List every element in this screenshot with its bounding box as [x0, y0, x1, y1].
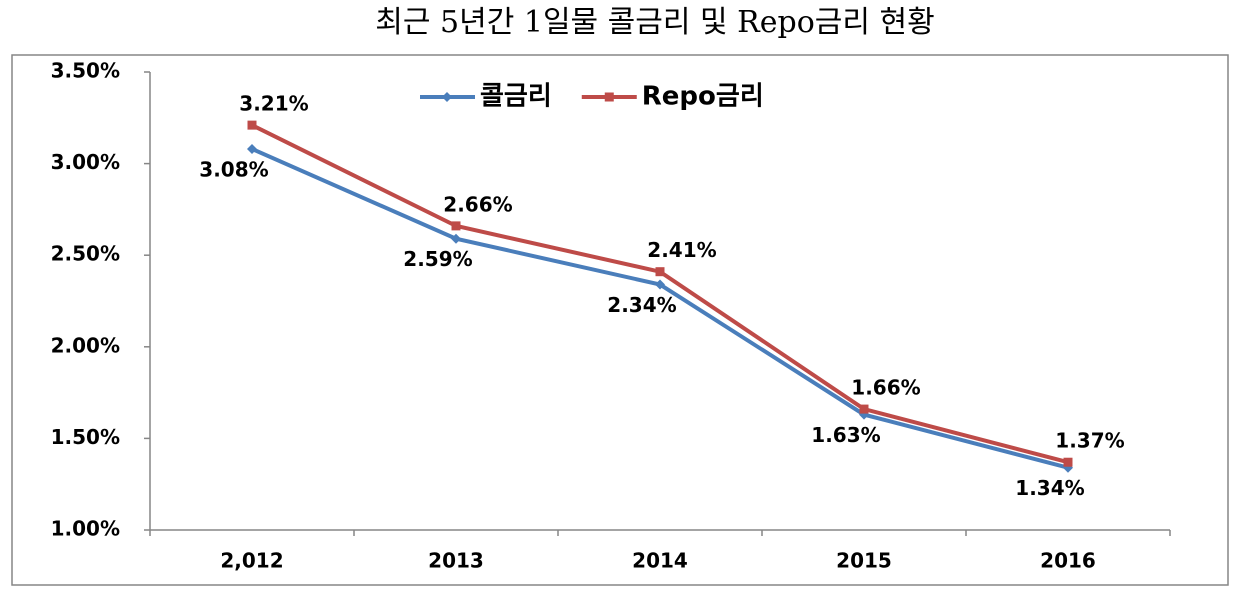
y-tick-label: 2.00% [51, 333, 120, 357]
legend-marker [604, 92, 614, 102]
x-tick-label: 2015 [836, 549, 892, 573]
x-tick-label: 2,012 [220, 549, 283, 573]
data-label: 1.37% [1055, 429, 1124, 453]
x-tick-label: 2016 [1040, 549, 1096, 573]
data-label: 3.21% [239, 92, 308, 116]
y-tick-label: 1.50% [51, 425, 120, 449]
data-label: 1.66% [851, 376, 920, 400]
chart-border [11, 54, 1229, 586]
chart-title: 최근 5년간 1일물 콜금리 및 Repo금리 현황 [375, 5, 934, 40]
y-tick-label: 3.00% [51, 150, 120, 174]
data-label: 3.08% [199, 157, 268, 181]
data-label: 2.59% [403, 247, 472, 271]
data-label: 2.41% [647, 238, 716, 262]
marker [859, 404, 869, 414]
marker [451, 221, 461, 231]
x-tick-label: 2013 [428, 549, 484, 573]
data-label: 2.34% [607, 293, 676, 317]
data-label: 1.63% [811, 423, 880, 447]
data-label: 1.34% [1015, 476, 1084, 500]
legend-marker [442, 92, 452, 102]
legend-label: Repo금리 [642, 82, 764, 112]
y-tick-label: 2.50% [51, 242, 120, 266]
marker [451, 233, 461, 244]
data-label: 2.66% [443, 192, 512, 216]
marker [247, 143, 257, 154]
marker [247, 120, 257, 130]
y-tick-label: 1.00% [51, 517, 120, 541]
marker [655, 267, 665, 277]
marker [655, 279, 665, 290]
y-tick-label: 3.50% [51, 59, 120, 83]
x-tick-label: 2014 [632, 549, 688, 573]
marker [1063, 457, 1073, 467]
legend-label: 콜금리 [480, 82, 552, 112]
